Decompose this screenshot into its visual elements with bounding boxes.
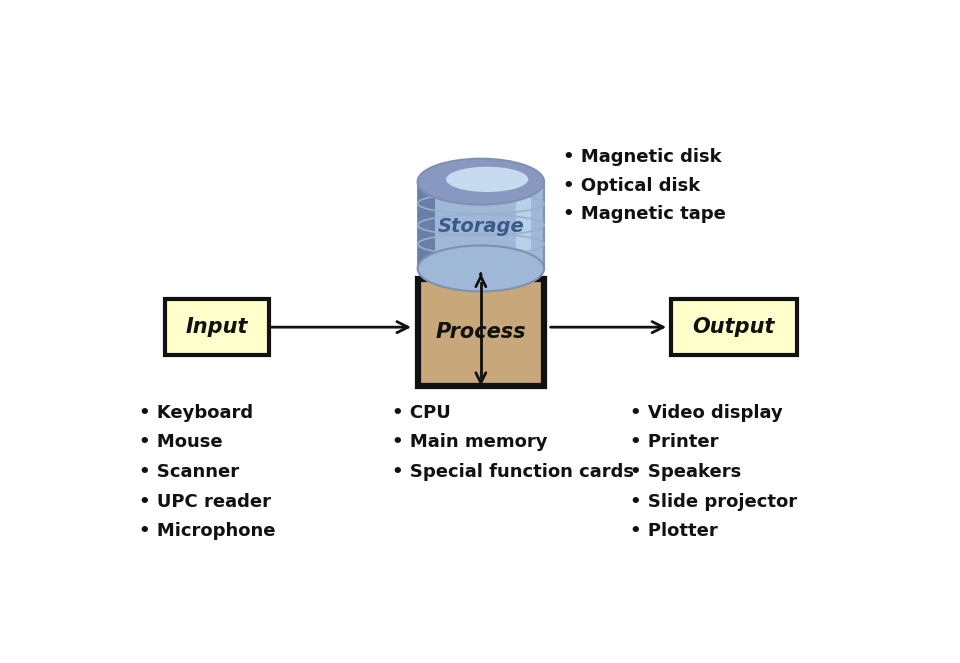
Ellipse shape	[418, 245, 544, 292]
Text: • Printer: • Printer	[630, 434, 718, 452]
FancyBboxPatch shape	[418, 182, 544, 269]
Text: • Slide projector: • Slide projector	[630, 493, 797, 511]
Text: • Video display: • Video display	[630, 404, 782, 422]
Ellipse shape	[418, 158, 544, 205]
Text: • Magnetic tape: • Magnetic tape	[563, 205, 726, 223]
Text: Storage: Storage	[438, 217, 524, 236]
Text: • Plotter: • Plotter	[630, 522, 717, 540]
FancyBboxPatch shape	[418, 182, 435, 269]
Text: • CPU: • CPU	[392, 404, 450, 422]
FancyBboxPatch shape	[516, 182, 532, 269]
FancyBboxPatch shape	[418, 278, 544, 386]
Text: • Special function cards: • Special function cards	[392, 463, 634, 481]
Text: • Microphone: • Microphone	[138, 522, 276, 540]
FancyBboxPatch shape	[165, 299, 269, 355]
Text: • Main memory: • Main memory	[392, 434, 547, 452]
Text: • UPC reader: • UPC reader	[138, 493, 271, 511]
Text: • Keyboard: • Keyboard	[138, 404, 252, 422]
Text: • Optical disk: • Optical disk	[563, 176, 700, 194]
FancyBboxPatch shape	[670, 299, 797, 355]
Text: Output: Output	[692, 317, 775, 337]
Text: Process: Process	[436, 322, 526, 342]
Text: • Magnetic disk: • Magnetic disk	[563, 149, 721, 166]
Ellipse shape	[446, 166, 528, 192]
Text: Input: Input	[185, 317, 248, 337]
Text: • Mouse: • Mouse	[138, 434, 222, 452]
Text: • Scanner: • Scanner	[138, 463, 239, 481]
Text: • Speakers: • Speakers	[630, 463, 741, 481]
